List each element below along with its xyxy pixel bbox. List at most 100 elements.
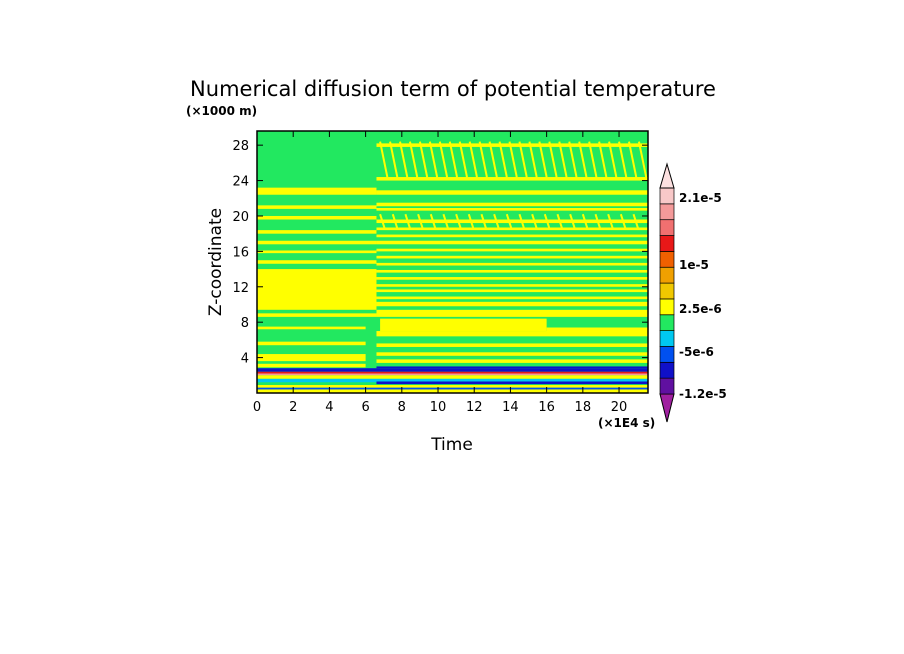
contour-band bbox=[376, 255, 648, 259]
contour-band bbox=[257, 269, 377, 310]
plot-frame bbox=[256, 130, 649, 394]
contour-streak bbox=[417, 213, 424, 229]
y-tick-label: 12 bbox=[232, 281, 249, 296]
contour-band bbox=[257, 371, 648, 374]
y-tick-label: 8 bbox=[241, 316, 249, 331]
colorbar-swatch bbox=[659, 361, 675, 379]
contour-streak bbox=[531, 213, 538, 229]
field-bands bbox=[257, 141, 648, 393]
contour-band bbox=[376, 227, 648, 231]
contour-band bbox=[257, 215, 377, 220]
contour-band bbox=[376, 352, 648, 356]
contour-band bbox=[380, 318, 547, 332]
x-tick-label: 0 bbox=[253, 400, 261, 415]
contour-streak bbox=[480, 213, 487, 229]
contour-streak bbox=[389, 141, 399, 178]
contour-streak bbox=[438, 141, 449, 178]
contour-band bbox=[257, 387, 648, 390]
colorbar-swatch bbox=[659, 187, 675, 205]
colorbar-swatch bbox=[659, 266, 675, 284]
contour-streak bbox=[607, 213, 614, 229]
contour-streak bbox=[408, 141, 419, 178]
x-tick-label: 14 bbox=[502, 400, 519, 415]
contour-streak bbox=[558, 141, 568, 178]
contour-streak bbox=[628, 141, 638, 178]
contour-band bbox=[376, 143, 648, 147]
contour-band bbox=[376, 219, 648, 224]
contour-streak bbox=[379, 141, 389, 178]
contour-band bbox=[376, 269, 648, 273]
contour-band bbox=[257, 363, 366, 368]
contour-streak bbox=[543, 213, 551, 229]
contour-streak bbox=[429, 213, 437, 229]
contour-streak bbox=[618, 141, 628, 178]
y-unit-label: (×1000 m) bbox=[186, 104, 257, 118]
contour-band bbox=[257, 230, 377, 234]
colorbar: -1.2e-5 -5e-6 2.5e-6 1e-5 2.1e-5 bbox=[659, 162, 727, 423]
x-tick-label: 8 bbox=[398, 400, 406, 415]
contour-streak bbox=[478, 141, 488, 178]
contour-band bbox=[257, 313, 377, 317]
contour-streak bbox=[442, 213, 449, 229]
contour-streak bbox=[632, 213, 639, 229]
contour-streak bbox=[448, 141, 459, 178]
x-tick-label: 16 bbox=[538, 400, 555, 415]
contour-streak bbox=[637, 141, 648, 178]
colorbar-label: -5e-6 bbox=[679, 345, 714, 359]
contour-streak bbox=[548, 141, 558, 178]
contour-band bbox=[257, 205, 377, 209]
x-axis: 0 2 4 6 8 10 12 14 16 18 20 bbox=[253, 131, 627, 415]
colorbar-swatch bbox=[659, 377, 675, 395]
x-tick-label: 18 bbox=[575, 400, 592, 415]
contour-streak bbox=[379, 213, 386, 229]
y-axis-title: Z-coordinate bbox=[206, 208, 226, 316]
contour-band bbox=[257, 385, 648, 388]
contour-streak bbox=[428, 141, 439, 178]
contour-band bbox=[376, 248, 648, 252]
contour-band bbox=[376, 240, 648, 245]
colorbar-label: 2.1e-5 bbox=[679, 191, 722, 205]
contour-streak bbox=[488, 141, 498, 178]
contour-band bbox=[376, 177, 648, 181]
colorbar-label: -1.2e-5 bbox=[679, 387, 727, 401]
y-tick-label: 20 bbox=[232, 210, 249, 225]
colorbar-swatch bbox=[659, 219, 675, 236]
contour-streak bbox=[493, 213, 500, 229]
x-axis-title: Time bbox=[430, 435, 473, 455]
contour-band bbox=[376, 289, 648, 293]
contour-band bbox=[376, 234, 648, 238]
contour-band bbox=[546, 327, 648, 335]
contour-band bbox=[257, 389, 648, 393]
colorbar-label: 1e-5 bbox=[679, 258, 709, 272]
contour-streak bbox=[619, 213, 627, 229]
contour-streak bbox=[594, 213, 601, 229]
contour-band bbox=[257, 354, 366, 362]
contour-band bbox=[257, 378, 648, 383]
y-tick-label: 4 bbox=[241, 352, 249, 367]
contour-streak bbox=[568, 141, 578, 178]
colorbar-swatch bbox=[659, 314, 675, 331]
contour-streak bbox=[391, 213, 399, 229]
contour-streak bbox=[505, 213, 513, 229]
contour-streak bbox=[518, 213, 525, 229]
contour-band bbox=[376, 296, 648, 300]
contour-streak bbox=[399, 141, 409, 178]
chart-title: Numerical diffusion term of potential te… bbox=[190, 77, 716, 101]
contour-band bbox=[376, 202, 648, 207]
contour-band bbox=[376, 284, 648, 287]
contour-band bbox=[376, 309, 648, 317]
x-tick-label: 2 bbox=[289, 400, 297, 415]
contour-streak bbox=[578, 141, 588, 178]
colorbar-swatch bbox=[659, 298, 675, 316]
colorbar-triangle bbox=[659, 393, 675, 423]
y-tick-label: 16 bbox=[232, 245, 249, 260]
contour-band bbox=[376, 359, 648, 363]
contour-streak bbox=[538, 141, 548, 178]
contour-streak bbox=[468, 141, 478, 178]
colorbar-label: 2.5e-6 bbox=[679, 302, 722, 316]
contour-band bbox=[376, 366, 648, 369]
colorbar-swatch bbox=[659, 346, 675, 363]
contour-band bbox=[257, 375, 648, 379]
colorbar-swatch bbox=[659, 282, 675, 300]
